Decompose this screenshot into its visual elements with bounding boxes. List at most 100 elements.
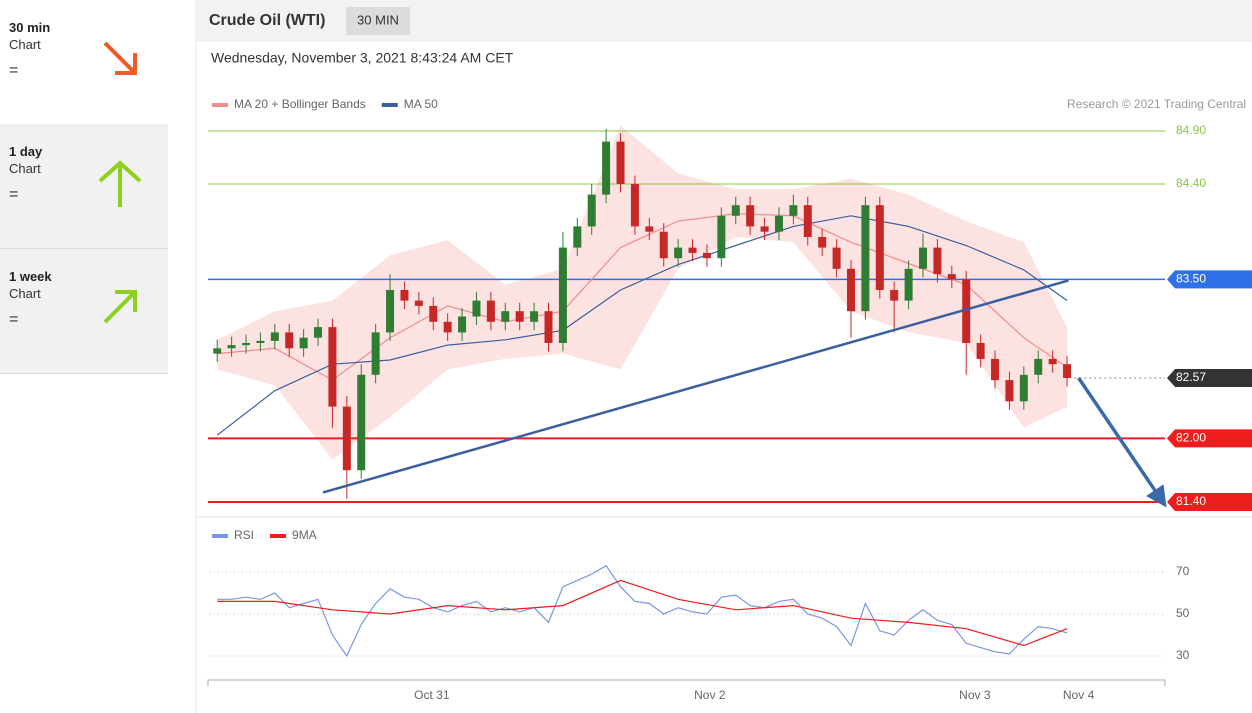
label: Chart bbox=[9, 37, 41, 52]
series-line bbox=[217, 564, 1068, 658]
candle-body bbox=[674, 247, 683, 259]
candle-body bbox=[357, 374, 366, 471]
x-tick-label: Nov 3 bbox=[959, 688, 991, 702]
level-box bbox=[1167, 429, 1252, 448]
symbol: = bbox=[9, 62, 19, 79]
legend-label: MA 20 + Bollinger Bands bbox=[234, 97, 366, 111]
candle-body bbox=[832, 247, 841, 269]
candle-body bbox=[688, 247, 697, 253]
level-box bbox=[1167, 368, 1252, 387]
instrument: Crude Oil (WTI) bbox=[209, 12, 325, 29]
level-label: 82.57 bbox=[1176, 370, 1206, 384]
level-label: 84.40 bbox=[1176, 176, 1206, 190]
period: 1 day bbox=[9, 144, 43, 159]
level-box bbox=[1167, 270, 1252, 289]
source: Research © 2021 Trading Central bbox=[1067, 97, 1246, 111]
level-label: 84.90 bbox=[1176, 123, 1206, 137]
candle-body bbox=[947, 274, 956, 280]
level-label: 82.00 bbox=[1176, 431, 1206, 445]
candle-body bbox=[890, 290, 899, 301]
series-line bbox=[217, 579, 1068, 647]
candle-body bbox=[501, 311, 510, 322]
timeframe: 30 MIN bbox=[357, 12, 399, 27]
candle-body bbox=[976, 343, 985, 359]
candle-body bbox=[659, 231, 668, 259]
candle-body bbox=[486, 300, 495, 322]
candle-body bbox=[414, 300, 423, 306]
x-tick-label: Nov 4 bbox=[1063, 688, 1095, 702]
candle-body bbox=[861, 205, 870, 312]
moving-average bbox=[216, 215, 1068, 436]
candle-body bbox=[803, 205, 812, 237]
y-tick-label: 70 bbox=[1176, 564, 1190, 578]
candle-body bbox=[515, 311, 524, 322]
candle-body bbox=[789, 205, 798, 216]
candle-body bbox=[386, 290, 395, 333]
candle-body bbox=[213, 348, 222, 354]
trend-icon bbox=[103, 41, 137, 75]
candle-body bbox=[919, 247, 928, 269]
candle-body bbox=[544, 311, 553, 343]
label: Chart bbox=[9, 161, 41, 176]
candle-body bbox=[285, 332, 294, 349]
timeframe-item[interactable]: 1 week Chart = bbox=[0, 249, 168, 374]
level-label: 83.50 bbox=[1176, 272, 1206, 286]
candle-body bbox=[270, 332, 279, 341]
trendline bbox=[322, 279, 1069, 494]
candle-body bbox=[702, 252, 711, 259]
candle-body bbox=[1019, 374, 1028, 402]
level-box bbox=[1167, 493, 1252, 511]
candle-body bbox=[299, 337, 308, 349]
candle-body bbox=[1034, 358, 1043, 375]
candle-body bbox=[1005, 380, 1014, 402]
candle-body bbox=[472, 300, 481, 317]
candle-body bbox=[587, 194, 596, 227]
y-tick-label: 50 bbox=[1176, 606, 1190, 620]
candle-body bbox=[933, 247, 942, 275]
symbol: = bbox=[9, 311, 19, 328]
candle-body bbox=[991, 358, 1000, 381]
candle-body bbox=[875, 205, 884, 290]
bollinger-band bbox=[217, 125, 1068, 460]
candle-body bbox=[400, 290, 409, 301]
symbol: = bbox=[9, 186, 19, 203]
candle-body bbox=[904, 268, 913, 301]
y-tick-label: 30 bbox=[1176, 648, 1190, 662]
timeframe-badge bbox=[346, 7, 410, 35]
candle-body bbox=[1063, 364, 1072, 378]
level-label: 81.40 bbox=[1176, 494, 1206, 508]
candle-body bbox=[645, 226, 654, 232]
candle-body bbox=[818, 237, 827, 248]
candle-body bbox=[774, 215, 783, 232]
candle-body bbox=[717, 215, 726, 259]
period: 30 min bbox=[9, 20, 51, 35]
timeframe-item[interactable]: 30 min Chart = bbox=[0, 0, 168, 125]
candle-body bbox=[314, 327, 323, 338]
candle-body bbox=[328, 327, 337, 407]
period: 1 week bbox=[9, 269, 52, 284]
legend-label: 9MA bbox=[292, 528, 317, 542]
candle-body bbox=[602, 141, 611, 195]
candle-body bbox=[371, 332, 380, 375]
candle-body bbox=[256, 340, 265, 343]
candle-body bbox=[443, 321, 452, 333]
trend-icon bbox=[103, 290, 137, 324]
candle-body bbox=[342, 406, 351, 471]
timeframe-item[interactable]: 1 day Chart = bbox=[0, 124, 168, 249]
legend-label: RSI bbox=[234, 528, 254, 542]
candle-body bbox=[458, 316, 467, 333]
candle-body bbox=[731, 205, 740, 216]
candle-body bbox=[242, 343, 251, 346]
forecast-arrow bbox=[1077, 376, 1167, 508]
candle-body bbox=[962, 279, 971, 343]
timestamp: Wednesday, November 3, 2021 8:43:24 AM C… bbox=[211, 50, 514, 66]
candle-body bbox=[1048, 358, 1057, 365]
label: Chart bbox=[9, 286, 41, 301]
candle-body bbox=[227, 345, 236, 349]
candle-body bbox=[530, 311, 539, 322]
candle-body bbox=[760, 226, 769, 232]
legend-label: MA 50 bbox=[404, 97, 438, 111]
candle-body bbox=[429, 305, 438, 322]
